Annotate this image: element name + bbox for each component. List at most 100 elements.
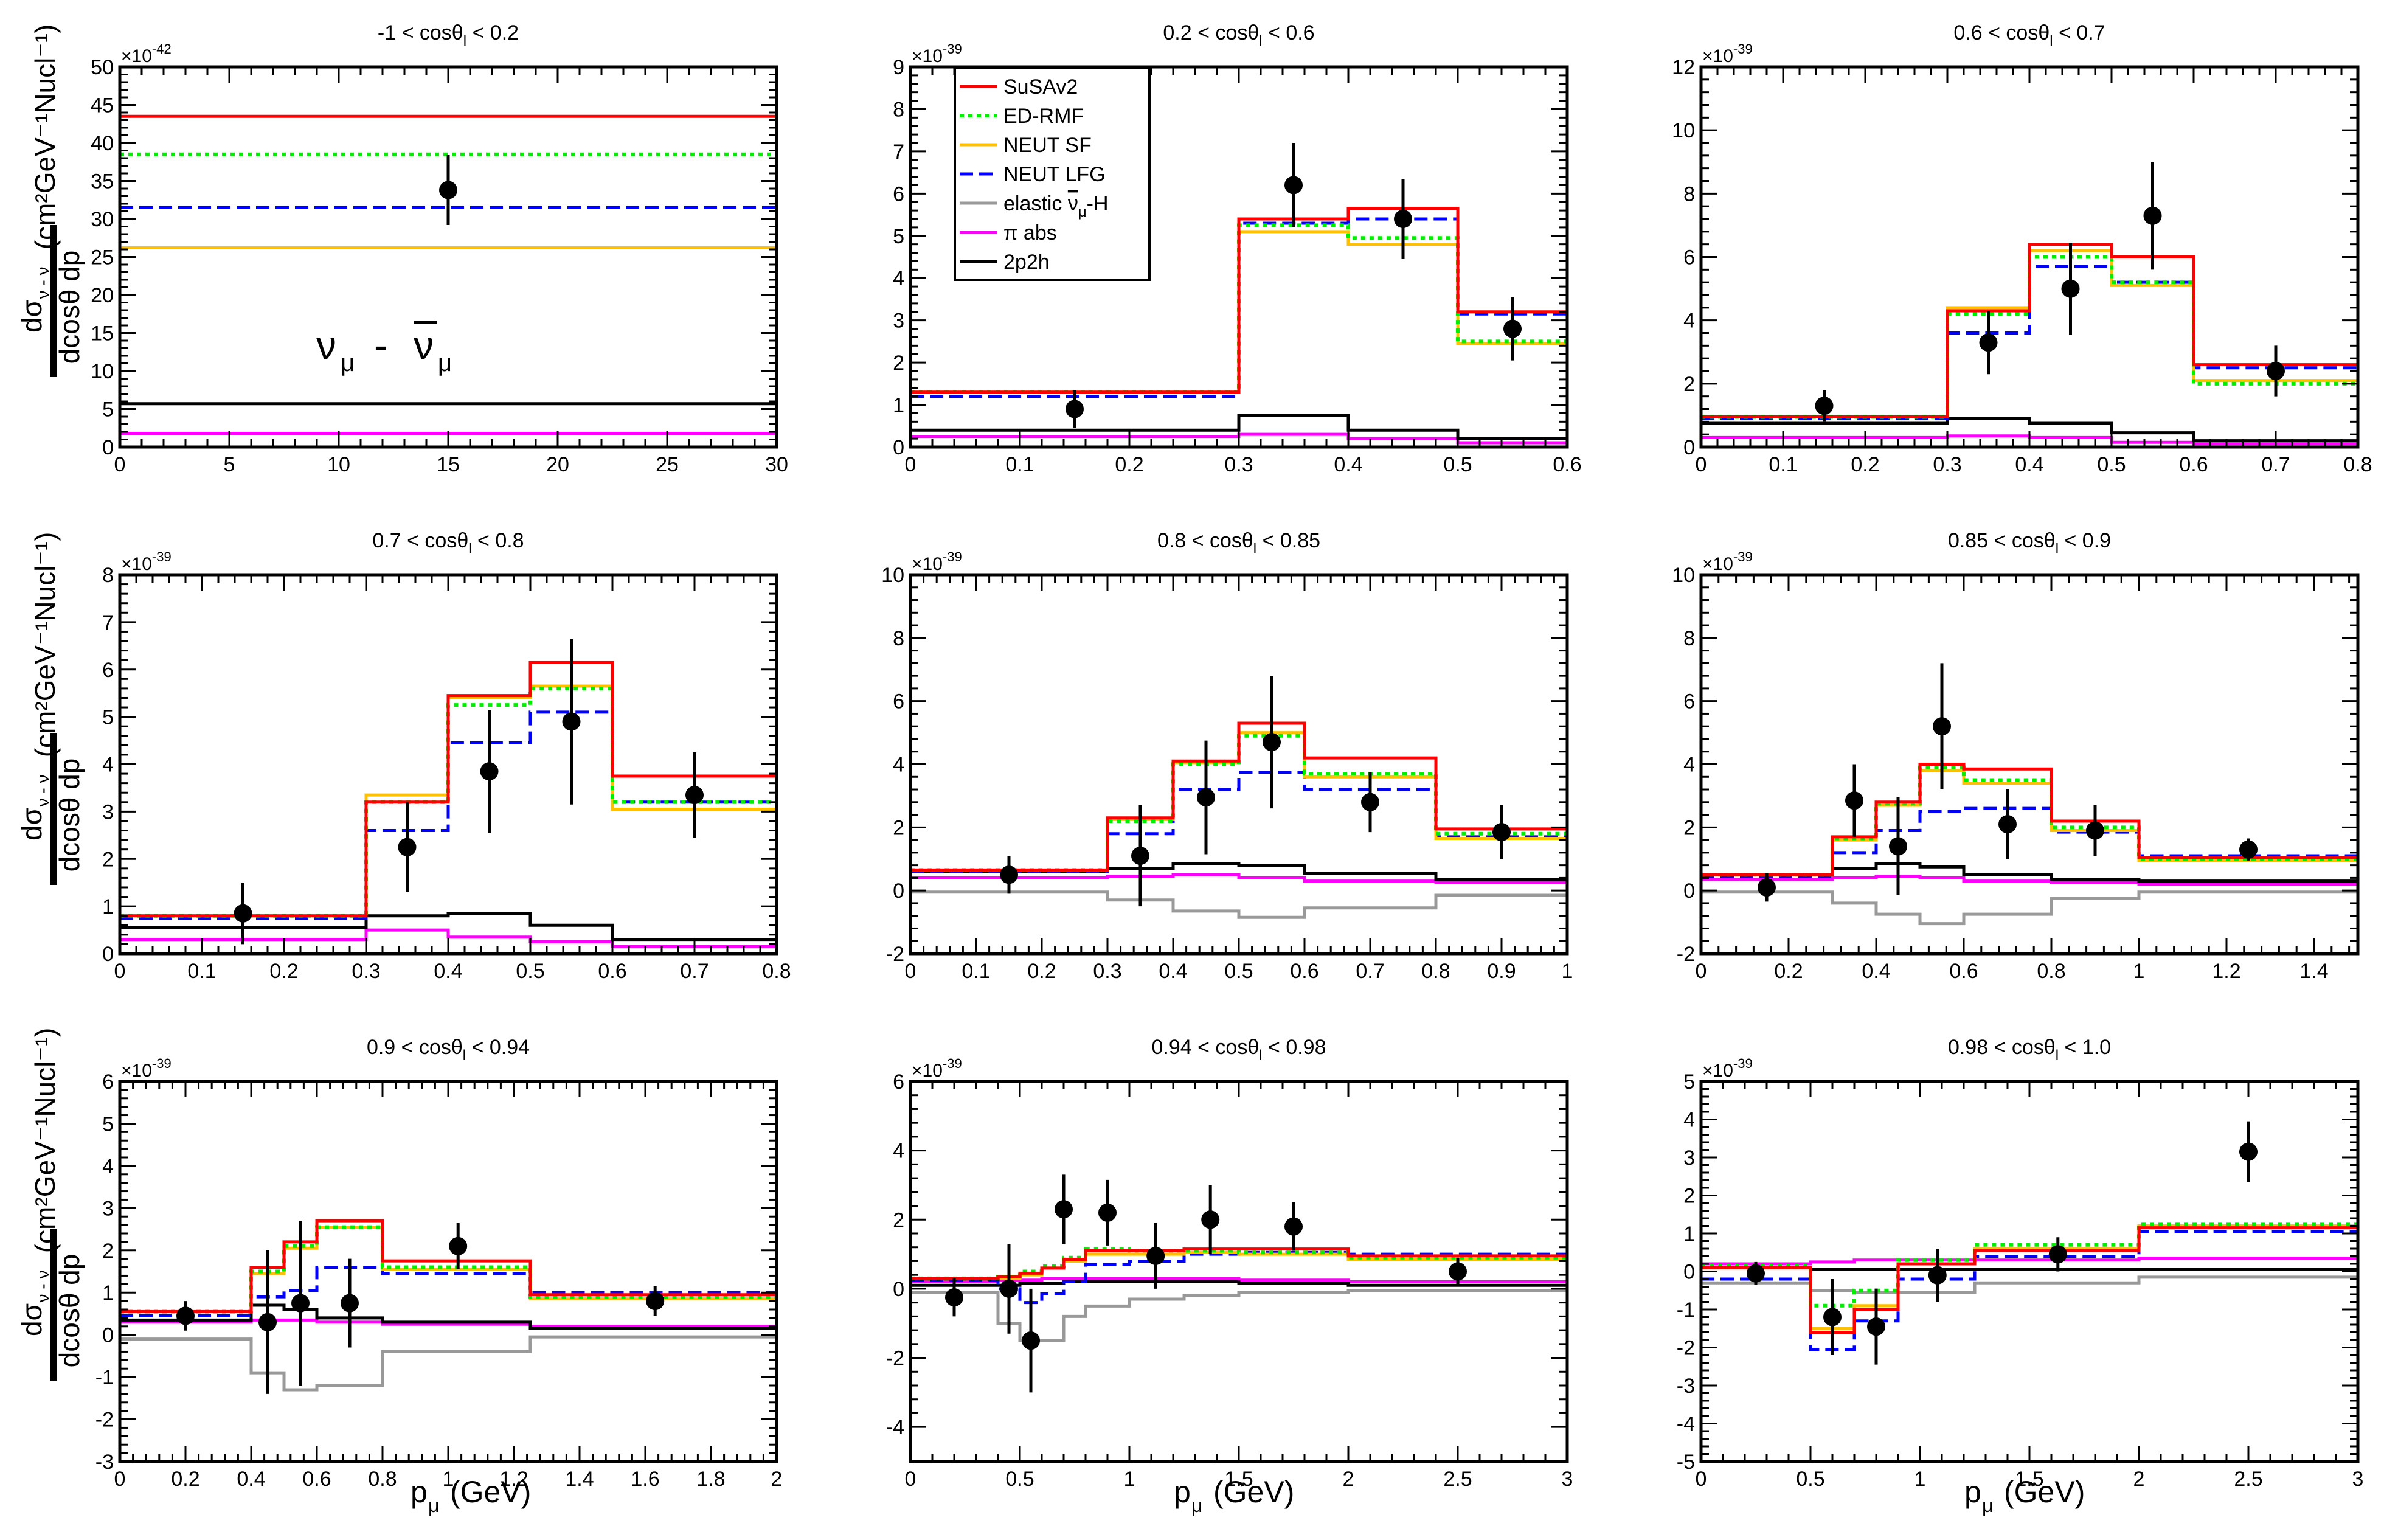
data-point <box>1146 1246 1165 1265</box>
y-axis: 0 1 2 3 4 5 6 7 8 9 <box>893 56 1567 459</box>
x-tick-label: 2 <box>1343 1468 1354 1491</box>
x-tick-label: 0.1 <box>962 960 990 983</box>
y-tick-label: 9 <box>893 56 904 79</box>
panel-3: 0 0.1 0.2 0.3 0.4 0.5 0.6 0.7 0.8 0 2 4 6 8 10 12 ×10-39… <box>1672 21 2372 476</box>
y-axis: 0 1 2 3 4 5 6 7 8 <box>102 564 777 966</box>
y-tick-label: 2 <box>893 352 904 375</box>
ylabel-frac-den: dcosθ dp <box>54 251 85 364</box>
y-tick-label: 45 <box>91 94 114 117</box>
y-tick-label: 4 <box>1683 754 1695 777</box>
y-tick-label: 10 <box>881 564 904 587</box>
ylabel-row-2: (cm²GeV⁻¹Nucl⁻¹) dσ ν - ν dcosθ dp <box>16 532 85 885</box>
y-tick-label: -2 <box>95 1409 114 1432</box>
data-point <box>1823 1308 1842 1327</box>
data-point <box>1449 1262 1467 1281</box>
xlabel-sub: μ <box>1191 1494 1202 1516</box>
data-point <box>341 1294 359 1313</box>
y-tick-label: 0 <box>1683 1261 1695 1284</box>
y-tick-label: 5 <box>102 1112 114 1136</box>
x-axis: 0 0.2 0.4 0.6 0.8 1 1.2 1.4 <box>1696 575 2351 983</box>
axis-exponent: ×10-39 <box>912 1056 962 1081</box>
x-tick-label: 1.6 <box>631 1468 659 1491</box>
legend: SuSAv2 ED-RMF NEUT SF NEUT LFG elastic νμ-Hπ… <box>954 67 1151 281</box>
y-tick-label: 4 <box>893 1140 904 1163</box>
data-points <box>439 155 457 225</box>
y-tick-label: 6 <box>1683 246 1695 269</box>
x-tick-label: 0.5 <box>1224 960 1253 983</box>
y-tick-label: 7 <box>102 611 114 634</box>
process-dash: - <box>374 322 387 367</box>
curve-susav2 <box>1701 1226 2358 1334</box>
x-tick-label: 0.4 <box>237 1468 265 1491</box>
y-tick-label: 0 <box>893 879 904 903</box>
legend-label: elastic νμ-H <box>1003 192 1109 220</box>
data-point <box>1933 717 1951 736</box>
ylabel-units: (cm²GeV⁻¹Nucl⁻¹) <box>29 1028 61 1254</box>
y-tick-label: 8 <box>102 564 114 587</box>
xlabel-col-1: p μ (GeV) <box>411 1475 531 1516</box>
x-tick-label: 0.2 <box>1027 960 1056 983</box>
y-tick-label: 3 <box>893 310 904 333</box>
y-tick-label: 0 <box>893 1278 904 1301</box>
plot-frame <box>1699 573 2360 956</box>
panel-8: 0 0.5 1 1.5 2 2.5 3 -4 -2 0 2 4 6 ×10-39 0.94 < cosθl … <box>886 1036 1573 1491</box>
data-point <box>1845 791 1863 810</box>
x-tick-label: 30 <box>765 453 788 476</box>
curve-susav2 <box>910 207 1567 394</box>
x-tick-label: 0.3 <box>1933 453 1961 476</box>
x-tick-label: 0 <box>905 453 917 476</box>
y-tick-label: -2 <box>886 943 904 966</box>
y-tick-label: 15 <box>91 322 114 345</box>
x-tick-label: 0.6 <box>1290 960 1318 983</box>
model-curves <box>910 1247 1567 1342</box>
x-tick-label: 25 <box>656 453 679 476</box>
y-tick-label: 3 <box>1683 1146 1695 1170</box>
x-tick-label: 5 <box>224 453 235 476</box>
y-tick-label: 10 <box>91 360 114 383</box>
x-axis: 0 0.1 0.2 0.3 0.4 0.5 0.6 <box>905 67 1582 476</box>
model-curves <box>120 1219 777 1392</box>
x-axis: 0 0.1 0.2 0.3 0.4 0.5 0.6 0.7 0.8 <box>114 575 791 983</box>
data-point <box>1284 1217 1303 1236</box>
data-point <box>1979 333 1998 352</box>
plot-frame <box>118 65 778 449</box>
ylabel-frac-num: dσ <box>16 808 47 841</box>
ylabel-frac-den: dcosθ dp <box>54 1254 85 1368</box>
ylabel-row-1: (cm²GeV⁻¹Nucl⁻¹) dσ ν - ν dcosθ dp <box>16 24 85 377</box>
legend-label: π abs <box>1003 221 1057 245</box>
ylabel-frac-den: dcosθ dp <box>54 758 85 872</box>
xlabel-sub: μ <box>1982 1494 1993 1516</box>
y-tick-label: 6 <box>893 690 904 713</box>
x-tick-label: 1.5 <box>1224 1468 1253 1491</box>
curve-neut-sf <box>1701 769 2358 876</box>
y-tick-label: -1 <box>95 1366 114 1389</box>
data-point <box>1867 1317 1885 1336</box>
data-points <box>945 1174 1467 1393</box>
y-axis: -3 -2 -1 0 1 2 3 4 5 6 <box>95 1070 777 1474</box>
ylabel-frac-num-sub: ν - ν <box>33 1271 52 1303</box>
y-axis: 0 2 4 6 8 10 12 <box>1672 56 2358 459</box>
x-tick-label: 0 <box>1696 453 1707 476</box>
data-points <box>1066 143 1522 428</box>
data-point <box>2048 1245 2067 1264</box>
x-tick-label: 0.7 <box>2261 453 2290 476</box>
y-tick-label: 4 <box>893 754 904 777</box>
x-tick-label: 2.5 <box>2234 1468 2262 1491</box>
y-tick-label: 4 <box>1683 1109 1695 1132</box>
data-point <box>1815 397 1834 415</box>
curve-ed-rmf <box>910 223 1567 394</box>
x-tick-label: 0.2 <box>269 960 298 983</box>
x-axis: 0 0.1 0.2 0.3 0.4 0.5 0.6 0.7 0.8 <box>1696 67 2372 476</box>
x-tick-label: 1 <box>1124 1468 1135 1491</box>
y-axis: -5 -4 -3 -2 -1 0 1 2 3 4 5 <box>1677 1070 2358 1474</box>
axis-exponent: ×10-39 <box>912 41 962 66</box>
process-nubar-sub: μ <box>438 350 452 376</box>
data-point <box>234 904 252 923</box>
axis-exponent: ×10-39 <box>121 1056 172 1081</box>
panel-title: 0.98 < cosθl < 1.0 <box>1948 1036 2111 1064</box>
y-tick-label: 35 <box>91 170 114 193</box>
y-tick-label: 8 <box>1683 627 1695 650</box>
y-tick-label: 6 <box>102 659 114 682</box>
data-point <box>1066 400 1084 418</box>
panel-title: 0.7 < cosθl < 0.8 <box>372 529 524 557</box>
